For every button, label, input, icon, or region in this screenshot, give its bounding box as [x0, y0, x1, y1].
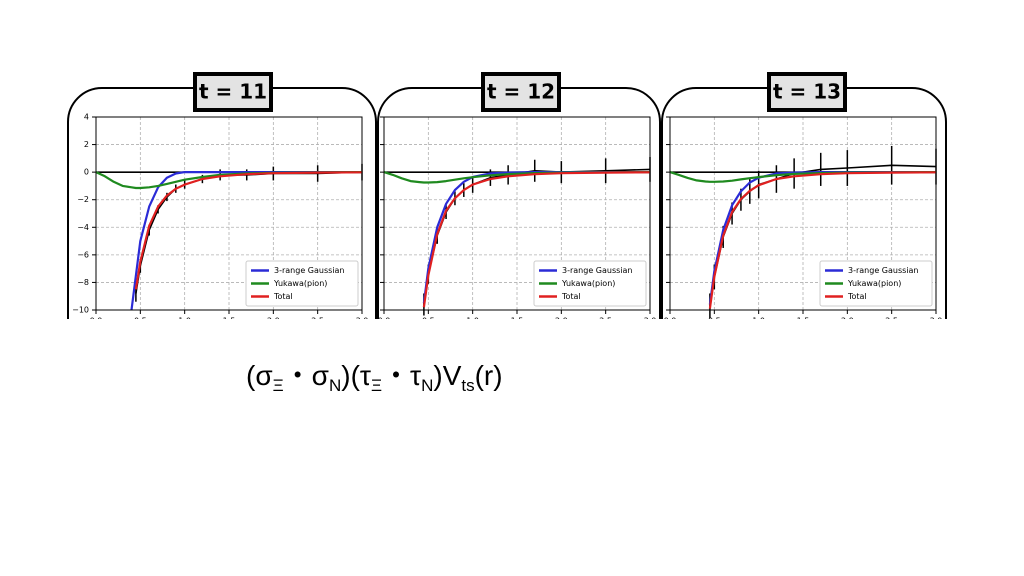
legend-label: 3-range Gaussian [848, 266, 918, 275]
legend-box [533, 260, 647, 307]
x-tick-label: 2.0 [267, 317, 280, 326]
formula-text: ・σ [283, 360, 329, 391]
formula-text: (r) [474, 360, 503, 391]
formula-text: ・τ [382, 360, 422, 391]
series-line [422, 171, 651, 308]
y-tick-label: −8 [77, 278, 89, 287]
formula-text: )V [433, 360, 462, 391]
x-tick-label: 0.5 [708, 317, 721, 326]
plot-border [669, 116, 937, 311]
formula: (σΞ・σN)(τΞ・τN)Vts(r) [246, 354, 503, 396]
title-box [481, 72, 561, 112]
x-tick-label: 0.0 [378, 317, 391, 326]
legend-label: Total [273, 292, 293, 301]
formula-subscript: ts [461, 376, 475, 395]
series-line [134, 171, 363, 290]
title-box [193, 72, 273, 112]
x-tick-label: 2.0 [841, 317, 854, 326]
x-tick-label: 0.5 [134, 317, 147, 326]
y-tick-label: 4 [84, 113, 89, 122]
x-tick-label: 1.0 [752, 317, 765, 326]
x-tick-label: 3.0 [930, 317, 943, 326]
panel: 4 2 0 −2 −4 −6 −8 −100.0 0.5 1.0 1.5 2.0 2.5 3.0 3-ran… [67, 87, 377, 326]
panel-title: t = 12 [487, 80, 555, 104]
series-line [708, 171, 937, 309]
y-tick-label: −2 [77, 195, 89, 204]
legend-label: Yukawa(pion) [561, 279, 615, 288]
x-tick-label: 2.5 [599, 317, 612, 326]
x-tick-label: 1.0 [178, 317, 191, 326]
title-box [767, 72, 847, 112]
x-tick-label: 1.5 [223, 317, 236, 326]
plot-strip: 420−2−4−6−8−100.0 0.5 1.0 1.5 2.0 2.5 3.03-ran… [67, 87, 947, 326]
x-tick-label: 3.0 [644, 317, 657, 326]
formula-subscript: N [421, 376, 434, 395]
x-tick-label: 3.0 [356, 317, 369, 326]
plot-border [383, 116, 651, 311]
legend-label: Total [561, 292, 581, 301]
formula-subscript: Ξ [370, 376, 383, 395]
y-tick-label: −6 [77, 250, 89, 259]
x-tick-label: 0.0 [664, 317, 677, 326]
formula-text: (σ [246, 360, 273, 391]
formula-subscript: N [328, 376, 342, 395]
legend-label: 3-range Gaussian [562, 266, 632, 275]
y-tick-label: −4 [77, 223, 89, 232]
y-tick-label: 0 [84, 168, 89, 177]
legend-label: Yukawa(pion) [847, 279, 901, 288]
x-tick-label: 0.5 [422, 317, 435, 326]
x-tick-label: 2.5 [885, 317, 898, 326]
panel-title: t = 13 [773, 80, 841, 104]
legend-label: Yukawa(pion) [273, 279, 327, 288]
x-tick-label: 1.5 [797, 317, 810, 326]
x-tick-label: 0.0 [90, 317, 103, 326]
x-tick-label: 2.0 [555, 317, 568, 326]
formula-text: )(τ [341, 360, 371, 391]
formula-subscript: Ξ [272, 376, 284, 395]
y-tick-label: 2 [84, 140, 89, 149]
legend-label: 3-range Gaussian [274, 266, 344, 275]
y-tick-label: −10 [72, 306, 89, 315]
x-tick-label: 1.0 [466, 317, 479, 326]
x-tick-label: 2.5 [311, 317, 324, 326]
panel-title: t = 11 [199, 80, 267, 104]
legend-box [245, 260, 359, 307]
panel: 0.0 0.5 1.0 1.5 2.0 2.5 3.0 3-range Gaussian Yuk… [377, 87, 661, 326]
plot-border [95, 116, 363, 311]
x-tick-label: 1.5 [511, 317, 524, 326]
legend-label: Total [847, 292, 867, 301]
panel: 0.0 0.5 1.0 1.5 2.0 2.5 3.0 3-range Gaussian Yuk… [661, 87, 947, 326]
legend-box [819, 260, 933, 307]
